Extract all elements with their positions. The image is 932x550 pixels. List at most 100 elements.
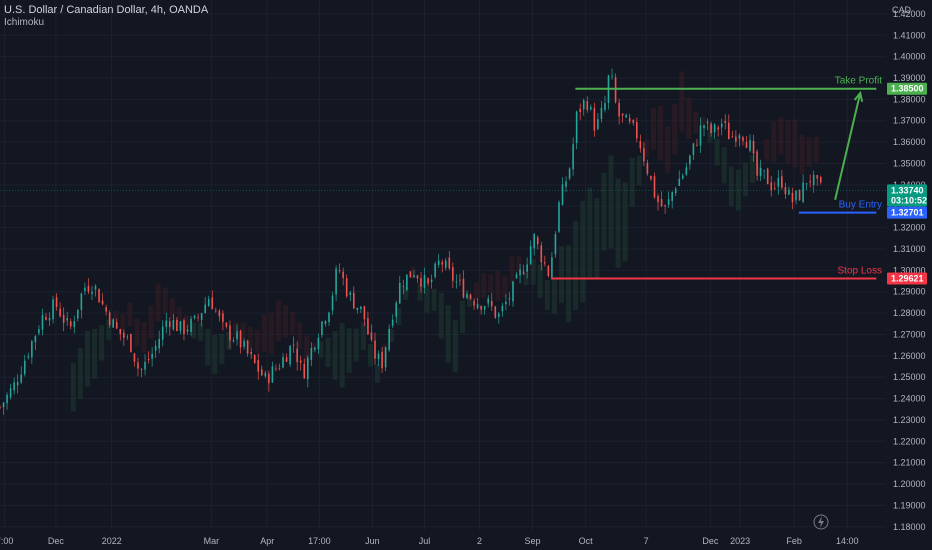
candle-body [158, 338, 161, 349]
cloud-segment [509, 256, 515, 284]
x-tick-label: Sep [525, 536, 541, 546]
candle-body [193, 315, 196, 319]
x-tick-label: Dec [48, 536, 65, 546]
candle-body [636, 122, 638, 139]
candle-body [788, 189, 790, 195]
candle-body [27, 356, 30, 358]
candle-body [140, 369, 143, 370]
cloud-segment [679, 71, 685, 132]
candle-body [720, 123, 723, 128]
candle-body [328, 312, 330, 323]
candle-body [819, 176, 822, 183]
current-price-tag-bg [887, 184, 927, 207]
cloud-segment [141, 322, 147, 353]
cloud-segment [778, 117, 784, 155]
candle-body [285, 357, 288, 362]
candle-body [766, 168, 769, 185]
candle-body [34, 335, 37, 343]
candle-body [66, 318, 69, 321]
candle-body [597, 119, 599, 130]
candle-body [724, 121, 727, 123]
candle-body [23, 360, 26, 375]
candle-body [540, 245, 543, 263]
candle-body [791, 192, 794, 203]
cloud-segment [580, 200, 586, 303]
y-tick-label: 1.36000 [893, 137, 926, 147]
cloud-segment [558, 246, 565, 303]
candle-body [59, 308, 61, 317]
time-axis[interactable]: 7:00 Dec 2022 Mar Apr 17:00 Jun Jul 2 Sep Oct 7 Dec 2… [0, 536, 858, 546]
currency-label: CAD [892, 5, 912, 15]
cloud-segment [566, 245, 572, 323]
cloud-segment [332, 331, 338, 380]
candle-body [565, 181, 567, 187]
candle-body [568, 168, 571, 179]
candle-body [101, 300, 104, 305]
candle-body [692, 143, 695, 155]
lightning-icon[interactable] [813, 514, 829, 530]
candle-body [809, 181, 811, 183]
candle-body [781, 176, 783, 188]
candle-body [575, 111, 578, 144]
cloud-segment [686, 97, 692, 139]
x-tick-label: 2023 [730, 536, 750, 546]
candle-body [717, 127, 719, 130]
cloud-segment [155, 283, 161, 321]
cloud-segment [474, 282, 480, 301]
candle-body [197, 317, 199, 318]
candle-body [805, 183, 808, 185]
x-tick-label: 7:00 [0, 536, 13, 546]
cloud-segment [431, 288, 437, 311]
cloud-segment [573, 220, 579, 311]
candle-body [685, 167, 688, 175]
x-tick-label: Jul [419, 536, 431, 546]
cloud-segment [367, 343, 373, 367]
candle-body [536, 237, 539, 245]
y-tick-label: 1.18000 [893, 522, 926, 532]
current-price-tag-text: 1.33740 [891, 185, 924, 195]
candle-body [551, 257, 553, 278]
cloud-segment [120, 313, 126, 331]
candle-body [108, 312, 111, 326]
cloud-segment [382, 343, 388, 363]
candle-body [381, 351, 383, 369]
candle-body [165, 320, 168, 327]
candle-body [352, 292, 355, 309]
cloud-segment [353, 328, 359, 362]
candle-body [183, 320, 185, 335]
y-tick-label: 1.40000 [893, 52, 926, 62]
candle-body [345, 278, 348, 297]
candle-body [678, 178, 681, 186]
take-profit-tag-text: 1.38500 [891, 84, 924, 94]
candle-body [759, 167, 762, 177]
cloud-segment [750, 155, 756, 184]
candle-body [639, 141, 642, 149]
x-tick-label: Oct [579, 536, 594, 546]
candle-body [745, 142, 748, 148]
candle-body [452, 267, 454, 281]
chart-title: U.S. Dollar / Canadian Dollar, 4h, OANDA [4, 4, 209, 16]
cloud-segment [176, 307, 182, 326]
stop-loss-label: Stop Loss [838, 265, 882, 276]
candle-body [62, 314, 65, 323]
cloud-segment [537, 264, 543, 298]
cloud-segment [481, 273, 487, 298]
countdown-text: 03:10:52 [891, 195, 927, 205]
cloud-segment [424, 287, 430, 313]
candle-body [94, 285, 97, 290]
candle-body [0, 406, 1, 408]
indicator-label[interactable]: Ichimoku [4, 17, 45, 28]
candle-body [395, 302, 398, 317]
candle-body [618, 102, 620, 117]
cloud-segment [622, 182, 628, 262]
candle-body [812, 174, 815, 186]
candle-body [413, 275, 415, 278]
candle-body [444, 260, 447, 268]
y-tick-label: 1.37000 [893, 116, 926, 126]
cloud-segment [283, 304, 289, 338]
candle-body [625, 114, 627, 118]
candle-body [533, 234, 536, 249]
cloud-segment [205, 328, 211, 366]
